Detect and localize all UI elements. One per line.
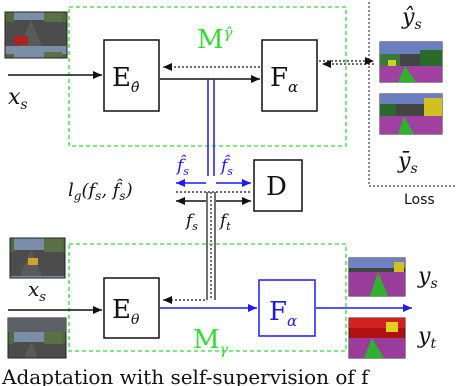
loss-pred-segmentation [379,41,443,83]
bottom-classifier-label: Fα [269,297,297,330]
loss-y-hat-label: ŷs [401,5,422,33]
loss-term-label: lg(fs, f̂s) [68,178,133,203]
fs-hat-left-label: f̂s [175,155,189,178]
bottom-target-image [7,317,67,359]
loss-box-frame [368,2,455,187]
loss-y-bar-label: ȳs [397,149,418,177]
loss-gt-segmentation [379,93,443,135]
bottom-source-image [9,237,66,279]
top-classifier-label: Fα [270,63,298,96]
output-target-label: yt [417,324,436,352]
top-input-image [4,11,68,59]
output-target-segmentation [348,317,406,359]
output-source-label: ys [417,264,438,292]
caption-fragment: Adaptation with self-supervision of f [1,365,370,386]
ft-label: ft [218,211,231,233]
top-encoder-label: Eθ̂ [112,63,140,96]
top-encoder-box [103,39,160,112]
bottom-module-frame [68,243,347,352]
fs-hat-right-label: f̂s [219,155,233,178]
discriminator-label: D [266,172,287,202]
fs-label: fs [184,211,198,233]
loss-caption: Loss [404,192,435,208]
bottom-encoder-box [103,277,160,339]
bottom-module-label: Mγ [193,325,229,358]
discriminator-box [253,159,303,212]
bottom-classifier-box [258,279,316,337]
output-source-segmentation [348,257,406,297]
bottom-encoder-label: Eθ [112,295,140,328]
top-input-label: xs [8,85,28,113]
bottom-source-label: xs [28,277,46,305]
top-module-label: Mγ̂ [197,24,233,55]
top-classifier-box [261,39,318,112]
